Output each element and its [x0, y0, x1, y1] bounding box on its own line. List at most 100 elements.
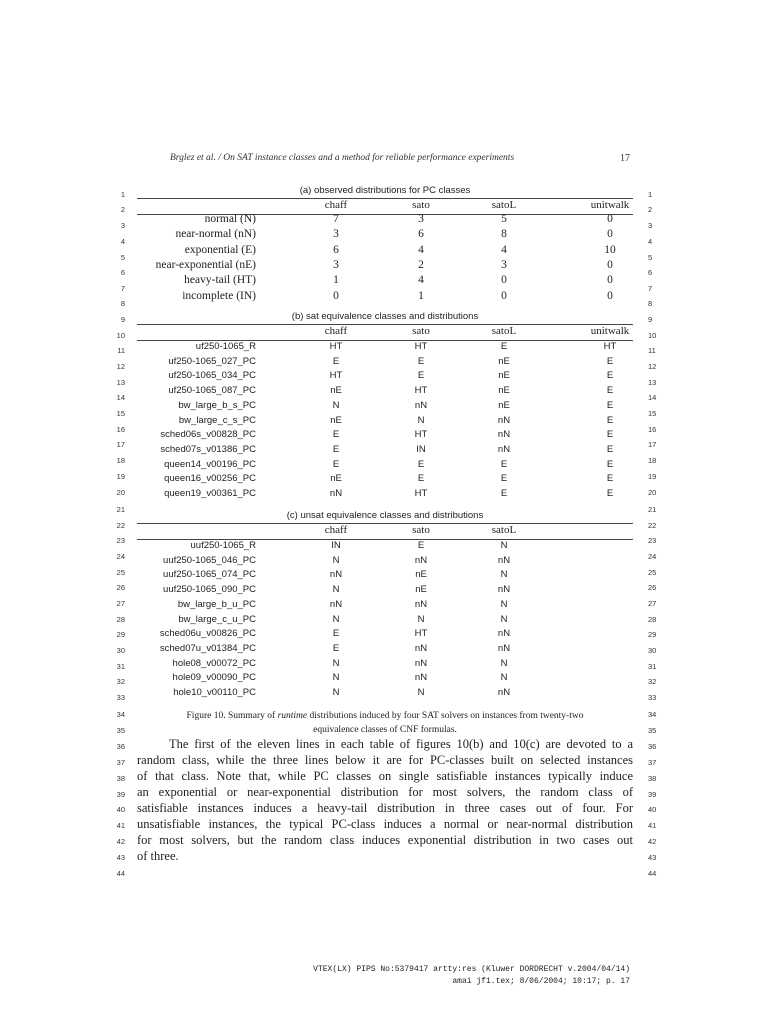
line-number: 15	[116, 409, 125, 418]
line-number: 22	[648, 521, 657, 530]
table-cell: nN	[414, 598, 428, 610]
line-number: 31	[116, 662, 125, 671]
line-number: 32	[116, 677, 125, 686]
paragraph-line: satisfiable instances induces a heavy-ta…	[137, 801, 633, 815]
row-label: uuf250-1065_R	[190, 540, 257, 551]
line-number: 3	[648, 221, 653, 230]
table_a-column-header-satol: satoL	[491, 199, 517, 211]
table-cell: N	[417, 414, 425, 426]
line-number: 16	[116, 425, 125, 434]
table-cell: nN	[497, 642, 511, 654]
row-label: incomplete (IN)	[182, 289, 256, 302]
table_c-caption: (c) unsat equivalence classes and distri…	[286, 510, 484, 521]
table-cell: nN	[329, 569, 343, 581]
table-cell: E	[417, 355, 425, 367]
row-label: uf250-1065_087_PC	[168, 385, 256, 397]
table-cell: 0	[607, 274, 613, 287]
row-label: queen16_v00256_PC	[164, 473, 256, 485]
line-number: 17	[648, 440, 657, 449]
table-cell: N	[500, 540, 508, 551]
table_a-top-rule	[137, 198, 633, 199]
line-number: 37	[116, 758, 125, 767]
table-cell: 5	[501, 213, 507, 225]
line-number: 13	[648, 378, 657, 387]
line-number: 40	[648, 805, 657, 814]
table-cell: E	[500, 473, 508, 485]
table-cell: 6	[333, 243, 339, 256]
line-number: 27	[116, 599, 125, 608]
table-cell: E	[417, 473, 425, 485]
table-cell: nN	[414, 672, 428, 684]
line-number: 9	[120, 315, 125, 324]
table_c-header-rule	[137, 539, 633, 540]
table-cell: HT	[329, 370, 343, 382]
line-number: 20	[648, 488, 657, 497]
line-number: 2	[120, 205, 125, 214]
line-number: 44	[116, 869, 125, 878]
table-cell: E	[500, 488, 508, 499]
line-number: 19	[116, 472, 125, 481]
table-cell: E	[417, 370, 425, 382]
line-number: 30	[116, 646, 125, 655]
line-number: 28	[648, 615, 657, 624]
table-cell: E	[332, 443, 340, 455]
table_b-header-rule	[137, 340, 633, 341]
row-label: bw_large_c_s_PC	[178, 414, 256, 426]
table_c-column-header-sato: sato	[412, 524, 430, 536]
line-number: 29	[116, 630, 125, 639]
table-cell: nE	[415, 569, 427, 581]
table-cell: IN	[331, 540, 341, 551]
line-number: 32	[648, 677, 657, 686]
line-number: 38	[648, 774, 657, 783]
table-cell: 0	[607, 213, 613, 225]
row-label: bw_large_c_u_PC	[178, 613, 256, 625]
row-label: sched06s_v00828_PC	[160, 429, 256, 441]
figure-caption-line-1: Figure 10. Summary of runtime distributi…	[186, 711, 584, 721]
line-number: 29	[648, 630, 657, 639]
line-number: 11	[117, 346, 125, 355]
table-cell: 10	[604, 243, 616, 256]
running-title: Brglez et al. / On SAT instance classes …	[170, 153, 515, 163]
line-number: 7	[648, 284, 653, 293]
line-number: 1	[648, 190, 653, 199]
table-cell: HT	[414, 429, 428, 441]
row-label: sched07u_v01384_PC	[159, 642, 256, 654]
table-cell: N	[332, 672, 340, 684]
table-cell: nE	[330, 473, 342, 485]
table-cell: E	[606, 385, 614, 397]
table-cell: nN	[497, 554, 511, 566]
table_b-column-header-sato: sato	[412, 325, 430, 337]
table-cell: 1	[418, 289, 424, 302]
line-number: 26	[116, 583, 125, 592]
line-number: 10	[116, 331, 125, 340]
row-label: uuf250-1065_046_PC	[163, 554, 256, 566]
paragraph-line: of that class. Note that, while PC class…	[137, 769, 633, 783]
line-number: 21	[116, 505, 125, 514]
table_b-column-header-chaff: chaff	[324, 325, 348, 337]
row-label: queen19_v00361_PC	[164, 488, 256, 499]
table-cell: N	[500, 598, 508, 610]
line-number: 14	[648, 393, 657, 402]
table-cell: 3	[333, 228, 339, 241]
line-number: 14	[116, 393, 125, 402]
line-number: 42	[116, 837, 125, 846]
line-number: 8	[648, 299, 653, 308]
figure-caption-line-2: equivalence classes of CNF formulas.	[313, 725, 457, 735]
row-label: near-exponential (nE)	[155, 258, 256, 271]
table-cell: N	[332, 613, 340, 625]
line-number: 13	[116, 378, 125, 387]
table-cell: 3	[418, 213, 424, 225]
table_b-column-header-unitwalk: unitwalk	[590, 325, 630, 337]
line-number: 1	[120, 190, 125, 199]
table-cell: E	[606, 429, 614, 441]
table-cell: 0	[501, 274, 507, 287]
line-number: 33	[116, 693, 125, 702]
table_a-header-rule	[137, 214, 633, 215]
line-number: 7	[120, 284, 125, 293]
line-number: 24	[648, 552, 657, 561]
table-cell: N	[332, 584, 340, 596]
row-label: hole08_v00072_PC	[172, 657, 256, 669]
table_a-column-header-unitwalk: unitwalk	[590, 199, 630, 211]
table-cell: E	[606, 399, 614, 411]
line-number: 5	[120, 253, 125, 262]
